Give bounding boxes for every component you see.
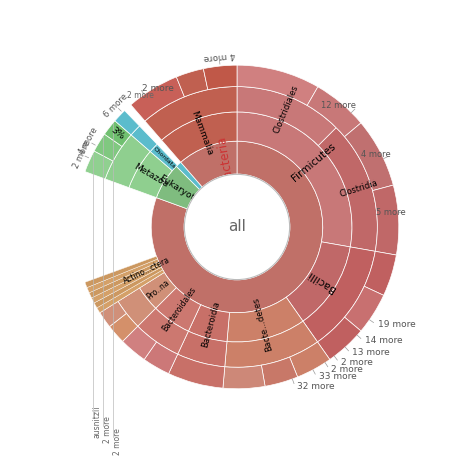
Text: Clostridia: Clostridia (338, 178, 379, 199)
Wedge shape (156, 166, 200, 209)
Wedge shape (237, 112, 352, 247)
Wedge shape (155, 288, 201, 331)
Text: 14 more: 14 more (365, 336, 402, 345)
Text: 2 more: 2 more (71, 139, 92, 170)
Wedge shape (94, 134, 122, 161)
Wedge shape (94, 267, 163, 308)
Wedge shape (85, 151, 113, 179)
Text: 4 more: 4 more (203, 50, 236, 62)
Wedge shape (100, 301, 127, 326)
Wedge shape (225, 321, 318, 367)
Text: Firmicutes: Firmicutes (290, 141, 338, 184)
Wedge shape (129, 151, 172, 198)
Text: Chordata: Chordata (152, 146, 176, 170)
Wedge shape (286, 242, 350, 321)
Wedge shape (307, 87, 361, 137)
Text: Eukaryota: Eukaryota (157, 174, 201, 206)
Text: 2 more: 2 more (113, 428, 122, 455)
Text: 13 more: 13 more (353, 348, 390, 358)
Wedge shape (237, 87, 336, 146)
Wedge shape (169, 354, 225, 388)
Wedge shape (94, 293, 118, 313)
Wedge shape (87, 259, 159, 293)
Text: 4 more: 4 more (361, 150, 391, 159)
Wedge shape (364, 252, 396, 295)
Text: 2 more: 2 more (331, 365, 363, 374)
Circle shape (184, 174, 290, 280)
Text: 32 more: 32 more (297, 382, 335, 391)
Wedge shape (150, 144, 177, 171)
Wedge shape (290, 342, 330, 377)
Text: 2 more: 2 more (103, 416, 112, 443)
Wedge shape (303, 247, 375, 342)
Wedge shape (237, 65, 318, 106)
Wedge shape (104, 121, 131, 146)
Wedge shape (85, 275, 107, 288)
Wedge shape (345, 123, 393, 190)
Text: ausnitzii: ausnitzii (93, 406, 102, 438)
Text: Actino...ctera: Actino...ctera (122, 256, 172, 286)
Wedge shape (178, 331, 227, 367)
Text: 6 more: 6 more (102, 92, 129, 119)
Text: 2 more: 2 more (341, 358, 373, 367)
Wedge shape (176, 162, 202, 190)
Wedge shape (138, 308, 188, 354)
Text: 19 more: 19 more (378, 320, 416, 329)
Text: 33 more: 33 more (319, 372, 356, 381)
Wedge shape (162, 112, 237, 162)
Text: Bacilli: Bacilli (306, 268, 337, 293)
Wedge shape (123, 326, 156, 359)
Wedge shape (188, 305, 229, 341)
Text: Bacteria: Bacteria (214, 134, 236, 184)
Wedge shape (118, 288, 155, 326)
Wedge shape (203, 65, 237, 90)
Wedge shape (145, 87, 237, 140)
Wedge shape (105, 266, 139, 301)
Text: Pro..na: Pro..na (145, 278, 172, 301)
Wedge shape (87, 280, 110, 295)
Wedge shape (131, 126, 157, 151)
Wedge shape (139, 272, 176, 308)
Wedge shape (227, 297, 303, 342)
Wedge shape (97, 270, 164, 313)
Wedge shape (318, 317, 361, 359)
Text: 12 more: 12 more (321, 101, 356, 110)
Text: Metazoa: Metazoa (132, 162, 169, 190)
Text: 2 more: 2 more (142, 84, 173, 93)
Wedge shape (131, 77, 184, 121)
Wedge shape (176, 69, 208, 97)
Wedge shape (91, 264, 161, 303)
Wedge shape (85, 256, 157, 288)
Wedge shape (181, 141, 237, 187)
Text: Clostridiales: Clostridiales (272, 84, 300, 134)
Wedge shape (319, 128, 377, 252)
Wedge shape (144, 342, 178, 374)
Text: 5 more: 5 more (376, 207, 406, 217)
Text: Bacteroidales: Bacteroidales (161, 285, 198, 333)
Wedge shape (89, 262, 160, 298)
Wedge shape (109, 313, 138, 341)
Text: all: all (228, 219, 246, 235)
Wedge shape (105, 135, 150, 188)
Wedge shape (91, 286, 113, 303)
Text: 4 more: 4 more (77, 126, 100, 157)
Text: Mammalia: Mammalia (190, 109, 214, 157)
Text: Bacte...detes: Bacte...detes (251, 296, 274, 352)
Wedge shape (129, 256, 164, 288)
Wedge shape (151, 141, 323, 313)
Wedge shape (223, 365, 265, 389)
Wedge shape (373, 185, 399, 255)
Wedge shape (115, 111, 139, 135)
Wedge shape (345, 286, 383, 331)
Text: 3%: 3% (109, 126, 127, 142)
Text: Bacteroidia: Bacteroidia (201, 300, 221, 348)
Text: 2 more: 2 more (127, 91, 154, 100)
Wedge shape (261, 357, 298, 386)
